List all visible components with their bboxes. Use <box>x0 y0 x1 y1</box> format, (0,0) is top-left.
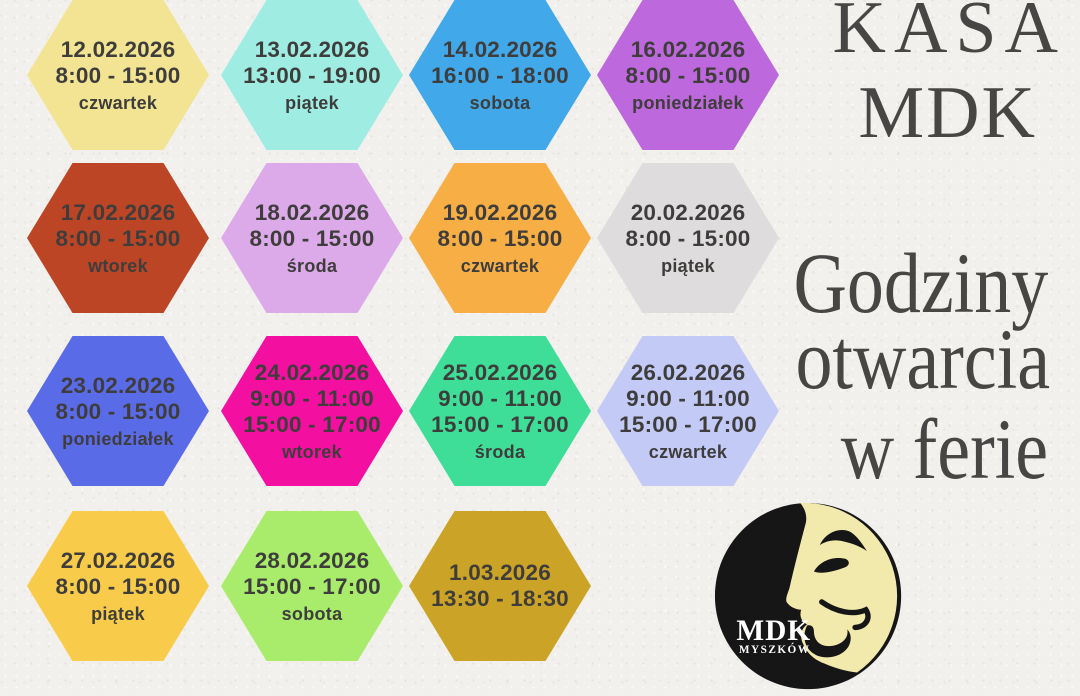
hexagon-date-card: 14.02.2026 16:00 - 18:00 sobota <box>409 0 591 150</box>
hexagon-weekday: czwartek <box>648 441 728 462</box>
hexagon-date: 17.02.2026 <box>60 199 176 225</box>
hexagon-hours: 9:00 - 11:00 <box>626 385 750 411</box>
logo-city: MYSZKÓW <box>739 644 811 656</box>
hexagon-date-card: 28.02.2026 15:00 - 17:00 sobota <box>221 511 403 661</box>
mask-smile <box>819 599 871 631</box>
hexagon-date: 14.02.2026 <box>442 36 558 62</box>
hexagon-weekday: piątek <box>285 92 339 113</box>
hexagon-hours: 8:00 - 15:00 <box>437 225 563 251</box>
hexagon-weekday: wtorek <box>282 441 342 462</box>
hexagon-hours: 8:00 - 15:00 <box>55 62 181 88</box>
hexagon-hours: 15:00 - 17:00 <box>619 411 757 437</box>
hexagon-weekday: czwartek <box>78 92 158 113</box>
hexagon-date: 26.02.2026 <box>630 359 746 385</box>
hexagon-date-card: 12.02.2026 8:00 - 15:00 czwartek <box>27 0 209 150</box>
hexagon-date-card: 18.02.2026 8:00 - 15:00 środa <box>221 163 403 313</box>
hexagon-hours: 8:00 - 15:00 <box>625 225 751 251</box>
mask-beard-curl <box>804 625 851 658</box>
hexagon-date: 28.02.2026 <box>254 547 370 573</box>
hexagon-weekday: sobota <box>469 92 531 113</box>
hexagon-date-card: 20.02.2026 8:00 - 15:00 piątek <box>597 163 779 313</box>
hexagon-hours: 8:00 - 15:00 <box>625 62 751 88</box>
hexagon-date: 12.02.2026 <box>60 36 176 62</box>
hexagon-date: 23.02.2026 <box>60 372 176 398</box>
opening-hours-poster: 12.02.2026 8:00 - 15:00 czwartek 13.02.2026… <box>27 0 1066 690</box>
hexagon-weekday: piątek <box>91 603 145 624</box>
hexagon-weekday: środa <box>286 255 338 276</box>
logo-acronym: MDK <box>736 615 811 647</box>
hexagon-hours: 8:00 - 15:00 <box>55 398 181 424</box>
hexagon-date-card: 27.02.2026 8:00 - 15:00 piątek <box>27 511 209 661</box>
hexagon-hours: 15:00 - 17:00 <box>431 411 569 437</box>
hexagon-date: 27.02.2026 <box>60 547 176 573</box>
hexagon-date: 13.02.2026 <box>254 36 370 62</box>
hexagon-weekday: poniedziałek <box>632 92 744 113</box>
mask-face <box>786 502 898 673</box>
page-title: MDK <box>858 72 1037 154</box>
hexagon-date-card: 1.03.2026 13:30 - 18:30 <box>409 511 591 661</box>
subtitle: w ferie <box>840 401 1048 497</box>
hexagon-date-card: 25.02.2026 9:00 - 11:00 15:00 - 17:00 środa <box>409 336 591 486</box>
hexagon-date: 16.02.2026 <box>630 36 746 62</box>
mask-eyebrow <box>819 530 867 551</box>
hexagon-date: 25.02.2026 <box>442 359 558 385</box>
hexagon-hours: 8:00 - 15:00 <box>249 225 375 251</box>
hexagon-date: 1.03.2026 <box>449 560 551 585</box>
hexagon-hours: 16:00 - 18:00 <box>431 62 569 88</box>
page-title: KASA <box>832 0 1066 69</box>
hexagon-hours: 15:00 - 17:00 <box>243 573 381 599</box>
hexagon-date-card: 13.02.2026 13:00 - 19:00 piątek <box>221 0 403 150</box>
hexagon-hours: 9:00 - 11:00 <box>438 385 562 411</box>
hexagon-date-card: 16.02.2026 8:00 - 15:00 poniedziałek <box>597 0 779 150</box>
hexagon-hours: 13:00 - 19:00 <box>243 62 381 88</box>
hexagon-hours: 9:00 - 11:00 <box>250 385 374 411</box>
mdk-theater-mask-logo: MDK MYSZKÓW <box>714 502 902 690</box>
hexagon-date-card: 19.02.2026 8:00 - 15:00 czwartek <box>409 163 591 313</box>
hexagon-weekday: sobota <box>281 603 343 624</box>
hexagon-date: 24.02.2026 <box>254 359 370 385</box>
hexagon-weekday: piątek <box>661 255 715 276</box>
hexagon-hours: 8:00 - 15:00 <box>55 573 181 599</box>
hexagon-date-card: 26.02.2026 9:00 - 11:00 15:00 - 17:00 czwar… <box>597 336 779 486</box>
mask-eye <box>813 557 849 573</box>
hexagon-hours: 15:00 - 17:00 <box>243 411 381 437</box>
hexagon-weekday: poniedziałek <box>62 428 174 449</box>
hexagon-date-card: 17.02.2026 8:00 - 15:00 wtorek <box>27 163 209 313</box>
subtitle: otwarcia <box>795 311 1050 407</box>
hexagon-weekday: wtorek <box>88 255 148 276</box>
hexagon-hours: 13:30 - 18:30 <box>431 586 569 611</box>
subtitle: Godziny <box>793 235 1048 331</box>
hexagon-date-card: 23.02.2026 8:00 - 15:00 poniedziałek <box>27 336 209 486</box>
hexagon-date: 18.02.2026 <box>254 199 370 225</box>
hexagon-weekday: środa <box>474 441 526 462</box>
hexagon-date: 19.02.2026 <box>442 199 558 225</box>
hexagon-hours: 8:00 - 15:00 <box>55 225 181 251</box>
hexagon-weekday: czwartek <box>460 255 540 276</box>
hexagon-date-card: 24.02.2026 9:00 - 11:00 15:00 - 17:00 wtore… <box>221 336 403 486</box>
hexagon-date: 20.02.2026 <box>630 199 746 225</box>
